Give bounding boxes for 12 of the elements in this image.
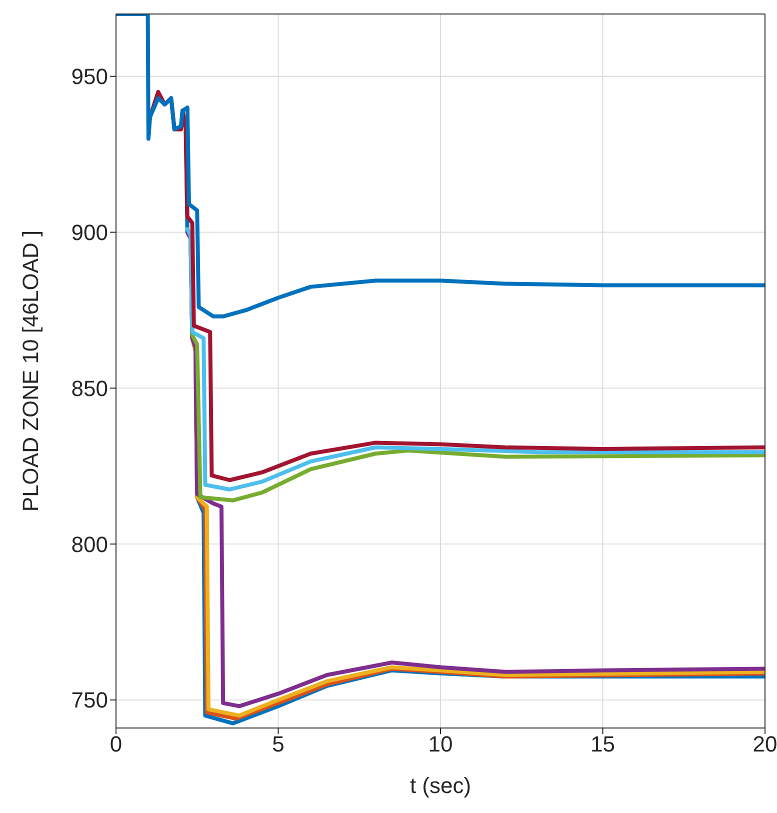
x-axis-title: t (sec)	[410, 773, 472, 798]
y-tick-label: 950	[71, 64, 108, 90]
x-tick-label: 15	[590, 732, 615, 757]
x-tick-label: 10	[428, 732, 453, 757]
y-tick-label: 750	[71, 688, 108, 713]
y-tick-label: 850	[71, 376, 108, 401]
y-tick-label: 900	[71, 220, 108, 246]
y-axis-title: PLOAD ZONE 10 [46LOAD ]	[18, 230, 43, 512]
x-tick-label: 20	[752, 732, 777, 757]
y-tick-label: 800	[71, 532, 108, 557]
x-tick-label: 5	[272, 732, 284, 757]
x-tick-label: 0	[110, 732, 122, 757]
